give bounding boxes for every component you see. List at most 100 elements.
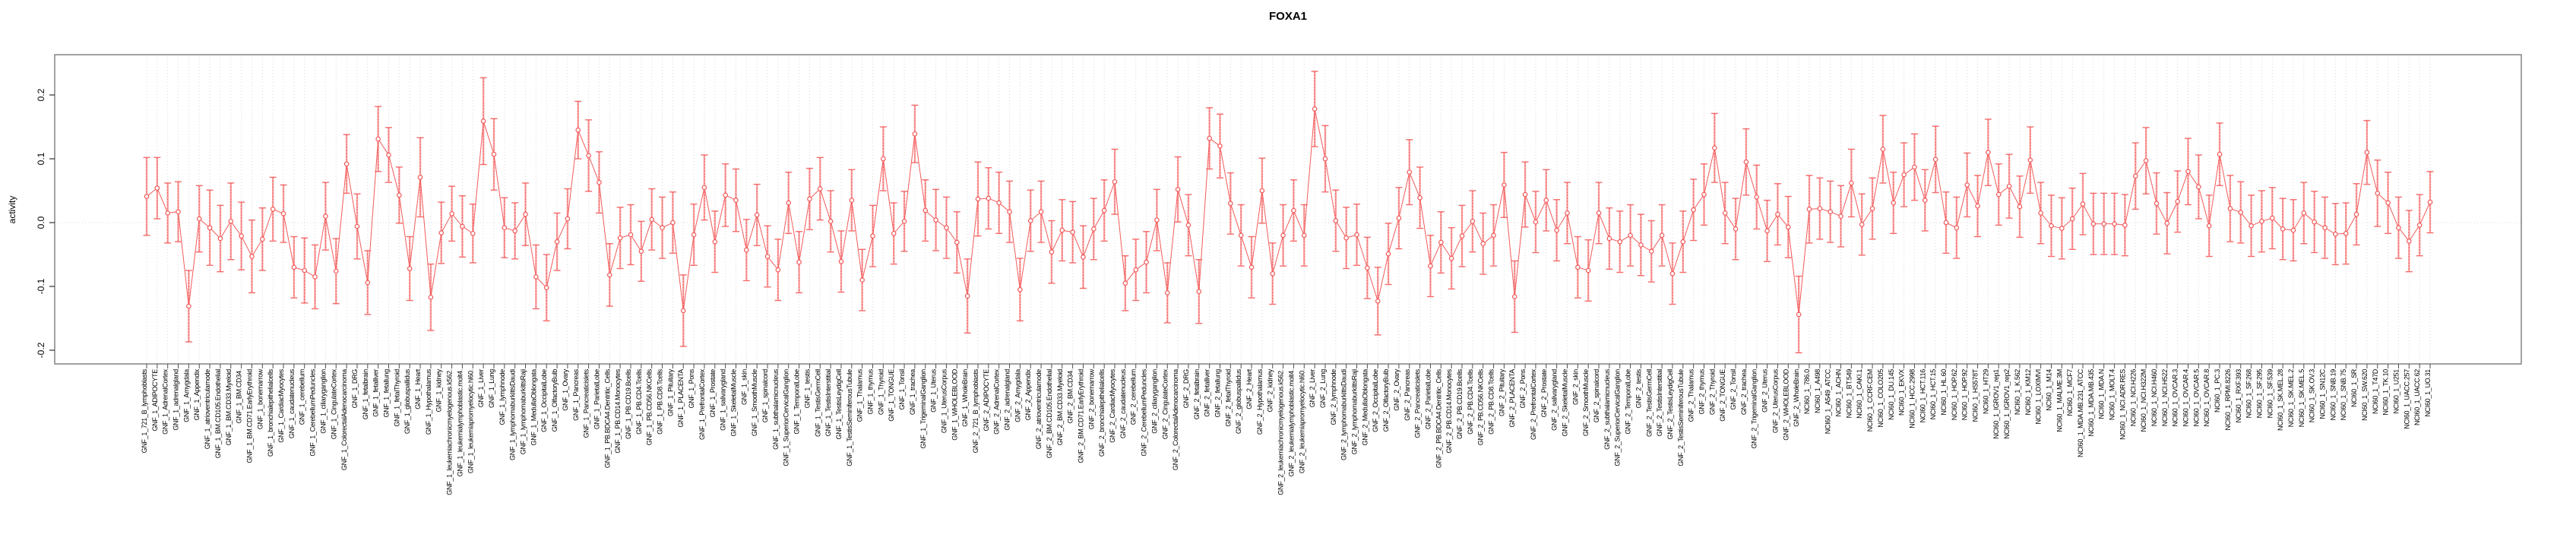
x-tick-label: GNF_2_Thalamus xyxy=(1688,368,1695,422)
x-tick-label: GNF_2_leukemiachronicmyelogenous.k562. xyxy=(1277,369,1285,495)
data-point xyxy=(723,192,728,198)
x-tick-label: NCI60_1_OVCAR.5 xyxy=(2192,369,2200,427)
data-point xyxy=(1248,264,1255,270)
y-tick-label: 0.1 xyxy=(36,152,46,165)
data-point xyxy=(712,239,718,245)
data-point xyxy=(491,151,497,157)
data-point xyxy=(280,210,286,217)
data-point xyxy=(312,274,318,280)
x-tick-label: GNF_1_Uterus xyxy=(930,368,938,413)
x-tick-label: GNF_1_globuspallidus xyxy=(403,368,411,434)
x-tick-label: GNF_2_PB.BDCA4.Dentritic_Cells xyxy=(1435,368,1442,468)
x-tick-label: GNF_2_Appendix xyxy=(1024,368,1032,420)
data-point xyxy=(975,196,981,202)
x-tick-label: NCI60_1_SK.MEL.5 xyxy=(2298,369,2305,428)
x-tick-label: GNF_1_CardiacMyocytes xyxy=(277,368,285,443)
data-point xyxy=(933,217,938,223)
x-tick-label: NCI60_1_COLO205 xyxy=(1877,369,1885,428)
data-point xyxy=(1070,229,1075,235)
data-point xyxy=(1091,226,1097,232)
data-point xyxy=(1849,180,1854,186)
x-tick-label: NCI60_1_CAKI.1 xyxy=(1856,369,1863,419)
data-point xyxy=(2080,201,2086,207)
x-tick-label: NCI60_1_OVCAR.3 xyxy=(2172,369,2179,427)
data-point xyxy=(733,198,739,203)
data-point xyxy=(849,198,855,203)
x-tick-label: NCI60_1_OVCAR.4 xyxy=(2182,369,2190,427)
data-point xyxy=(1975,203,1980,209)
x-tick-label: GNF_2_ADIPOCYTE xyxy=(983,369,990,432)
x-tick-label: GNF_1_Thyroid xyxy=(877,369,885,415)
data-point xyxy=(407,266,413,271)
data-point xyxy=(1859,222,1865,227)
data-point xyxy=(912,131,918,137)
y-tick-label: -0.1 xyxy=(36,278,46,294)
data-point xyxy=(2385,200,2391,206)
x-tick-label: GNF_2_thymus xyxy=(1698,368,1706,414)
data-point xyxy=(302,267,308,274)
x-tick-label: GNF_1_cerebellum xyxy=(299,369,306,425)
x-tick-label: GNF_2_lymphomaburkittsRaji xyxy=(1351,369,1359,455)
data-point xyxy=(1912,164,1917,170)
x-tick-label: GNF_2_WholeBrain xyxy=(1793,369,1800,427)
data-point xyxy=(438,230,445,236)
data-point xyxy=(2353,211,2359,217)
x-tick-label: GNF_2_BM.CD105.Endothelial xyxy=(1046,369,1053,459)
data-point xyxy=(1785,224,1791,230)
data-point xyxy=(764,254,771,259)
data-point xyxy=(2185,169,2191,175)
x-tick-label: GNF_2_PLACENTA xyxy=(1508,369,1516,428)
x-tick-label: GNF_1_PB.CD19.Bcells xyxy=(625,368,632,439)
data-point xyxy=(1017,286,1023,292)
x-tick-label: GNF_1_BM.CD71.EarlyErythroid xyxy=(245,369,253,463)
x-tick-label: NCI60_1_A498 xyxy=(1814,369,1821,413)
data-point xyxy=(176,209,181,215)
data-point xyxy=(1280,232,1286,239)
x-tick-label: GNF_1_MedullaOblongata xyxy=(530,369,537,446)
data-point xyxy=(1133,267,1139,273)
data-point xyxy=(901,219,907,224)
x-tick-label: GNF_1_Liver xyxy=(477,369,485,408)
data-point xyxy=(2196,184,2201,190)
x-tick-label: GNF_1_Tonsil xyxy=(898,369,906,410)
data-point xyxy=(2227,206,2233,211)
data-point xyxy=(2112,221,2117,226)
data-point xyxy=(1428,263,1433,269)
x-tick-label: GNF_1_trachea xyxy=(909,369,916,415)
data-point xyxy=(365,280,371,286)
x-tick-label: NCI60_1_ACHN xyxy=(1835,369,1843,416)
data-point xyxy=(1238,232,1244,239)
x-tick-label: GNF_1_testis xyxy=(803,368,811,408)
x-tick-label: NCI60_1_UO.31 xyxy=(2424,369,2432,417)
x-tick-label: NCI60_1_SNB.19 xyxy=(2329,369,2337,421)
data-point xyxy=(1817,206,1823,211)
x-tick-label: GNF_1_PB.CD14.Monocytes xyxy=(614,368,622,453)
data-point xyxy=(1775,211,1780,217)
data-point xyxy=(228,219,234,224)
x-tick-label: NCI60_1_NCI.H460 xyxy=(2150,369,2158,427)
data-point xyxy=(754,212,760,218)
data-point xyxy=(1954,225,1960,231)
gridlines xyxy=(55,55,2521,364)
x-tick-label: GNF_1_DRG xyxy=(351,369,359,409)
x-tick-label: GNF_1_TrigeminalGanglion xyxy=(919,369,927,449)
x-tick-label: GNF_1_Lung xyxy=(488,369,495,408)
x-tick-label: GNF_2_PB.CD56.NKCells xyxy=(1477,368,1485,445)
data-point xyxy=(1375,299,1381,304)
data-point xyxy=(807,196,812,202)
data-point xyxy=(1606,236,1612,242)
x-tick-label: GNF_1_salivarygland xyxy=(720,369,727,431)
data-point xyxy=(775,267,781,273)
x-tick-label: GNF_2_SmoothMuscle xyxy=(1582,369,1590,436)
data-point xyxy=(2364,150,2370,155)
data-point xyxy=(786,200,792,206)
x-tick-label: NCI60_1_PC.3 xyxy=(2214,369,2221,413)
data-point xyxy=(670,220,676,226)
x-tick-label: GNF_1_Pancreas xyxy=(572,368,580,421)
data-point xyxy=(1943,220,1949,226)
data-point xyxy=(260,236,265,242)
x-tick-label: GNF_2_Pons xyxy=(1519,368,1527,408)
data-point xyxy=(523,211,528,217)
x-tick-label: NCI60_1_RPMI.8226 xyxy=(2224,369,2232,431)
